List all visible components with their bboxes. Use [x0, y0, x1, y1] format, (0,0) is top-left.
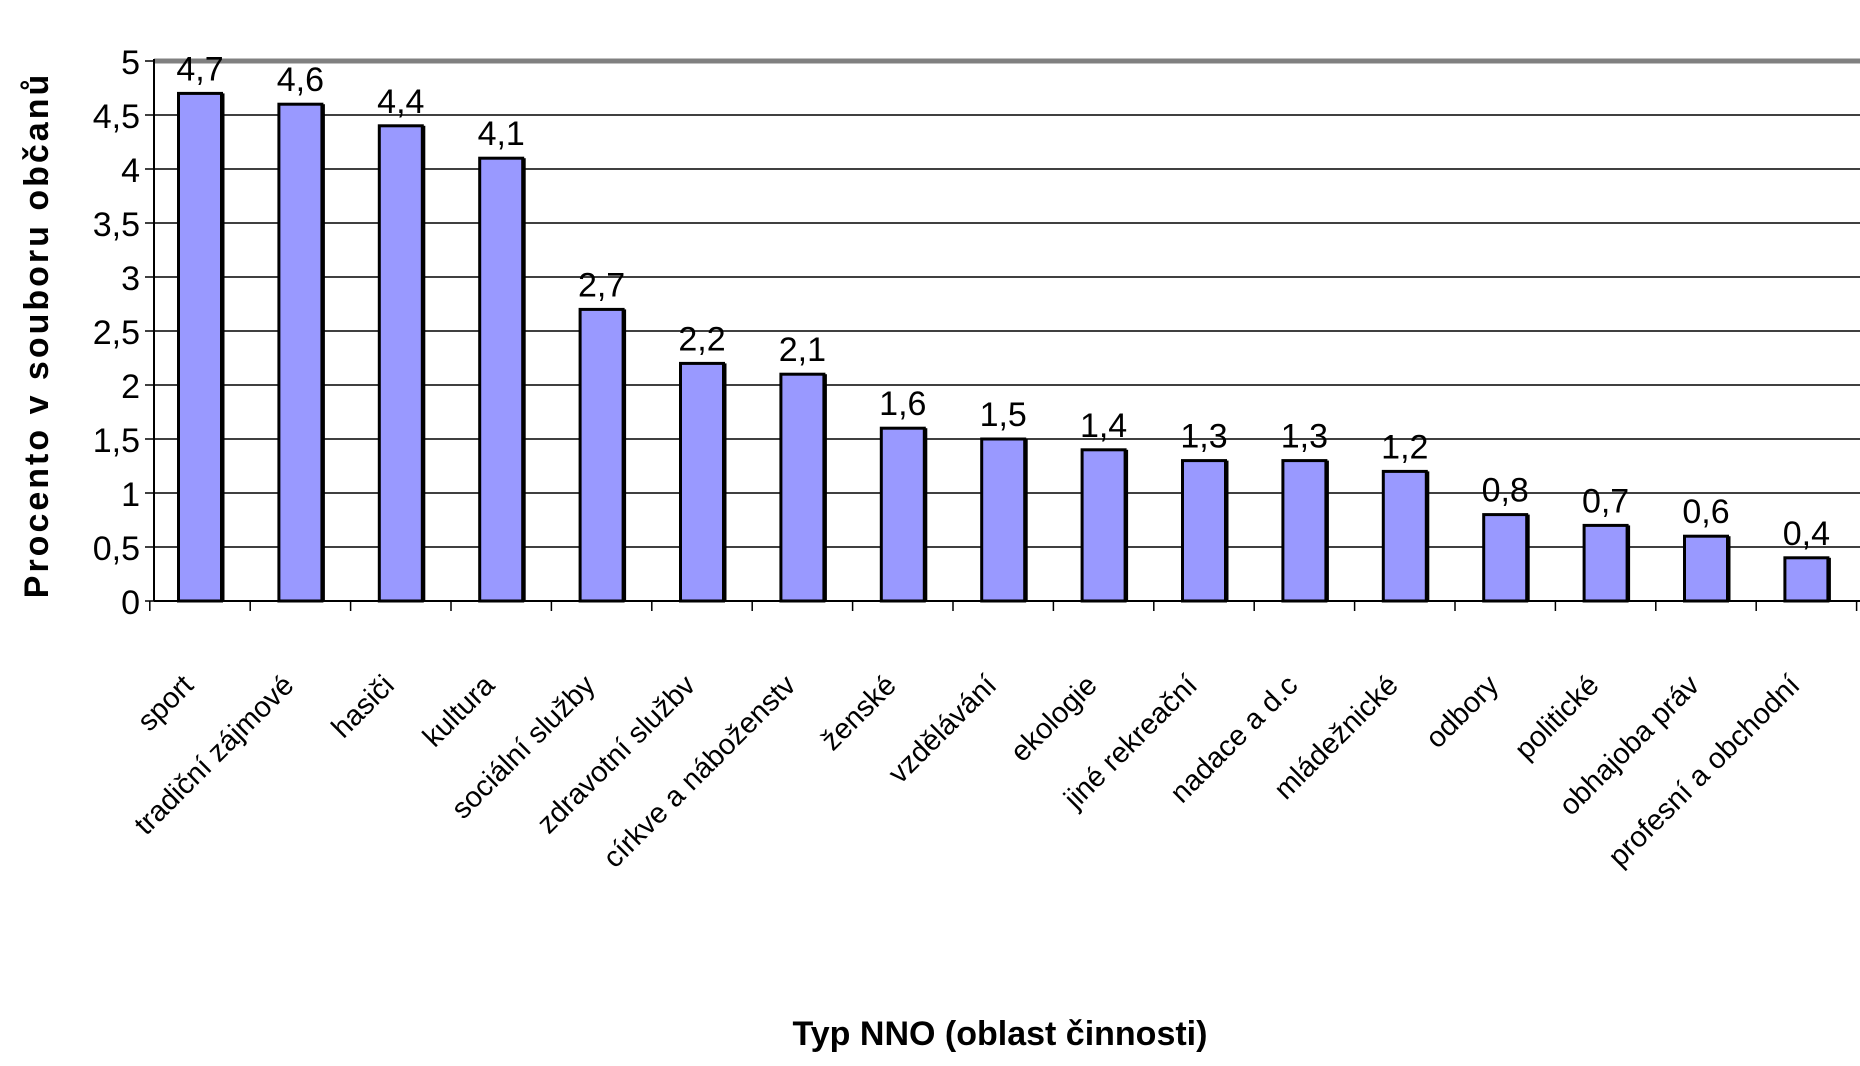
- bar: [1181, 459, 1227, 603]
- y-tick-label: 0: [121, 584, 140, 622]
- bars: [177, 91, 1831, 603]
- data-label: 2,7: [578, 266, 625, 304]
- bar: [177, 91, 223, 603]
- data-label: 1,3: [1281, 418, 1328, 456]
- y-tick-label: 3: [121, 260, 140, 298]
- bar: [1080, 448, 1127, 603]
- y-tick-label: 1: [121, 476, 140, 514]
- data-label: 2,2: [678, 320, 725, 358]
- bar: [980, 437, 1027, 603]
- y-tick-label: 5: [121, 44, 140, 82]
- y-tick-label: 2: [121, 368, 140, 406]
- data-label: 4,1: [478, 115, 525, 153]
- data-labels: 4,7 4,6 4,4 4,1 2,7 2,2 2,1 1,6 1,5 1,4 1,3 1,3 1,2 0…: [176, 50, 1830, 552]
- data-label: 1,6: [879, 385, 926, 423]
- x-tick-label: profesní a obchodní: [1602, 669, 1806, 873]
- data-label: 4,4: [377, 83, 424, 121]
- data-label: 0,4: [1783, 515, 1830, 553]
- bar: [578, 307, 625, 603]
- bar: [478, 156, 525, 603]
- bar: [879, 426, 926, 603]
- x-tick-label: ekologie: [1005, 669, 1104, 768]
- y-axis-ticks: 0 0,5 1 1,5 2 2,5 3 3,5 4 4,5 5: [93, 44, 154, 622]
- data-label: 1,2: [1381, 428, 1428, 466]
- y-tick-label: 2,5: [93, 314, 140, 352]
- y-tick-label: 1,5: [93, 422, 140, 460]
- x-tick-label: odbory: [1420, 669, 1506, 755]
- x-tick-label: sport: [132, 669, 200, 737]
- data-label: 0,7: [1582, 482, 1629, 520]
- data-label: 2,1: [779, 331, 826, 369]
- data-label: 4,7: [176, 50, 223, 88]
- data-label: 1,3: [1180, 418, 1227, 456]
- y-axis-title: Procento v souboru občanů: [18, 72, 56, 598]
- bar: [1482, 513, 1529, 603]
- x-tick-label: církve a náboženstv: [597, 669, 802, 874]
- x-tick-label: politické: [1509, 669, 1606, 766]
- bar: [1281, 459, 1328, 603]
- bar: [1582, 523, 1629, 603]
- data-label: 0,6: [1682, 493, 1729, 531]
- bar: [679, 361, 725, 603]
- bar: [377, 124, 424, 603]
- y-tick-label: 4: [121, 152, 140, 190]
- x-tick-label: ženské: [815, 669, 903, 757]
- bar: [1783, 556, 1830, 603]
- bar: [779, 372, 826, 603]
- x-tick-label: hasiči: [326, 669, 401, 744]
- gridlines: [154, 58, 1860, 548]
- y-tick-label: 0,5: [93, 530, 140, 568]
- y-tick-label: 3,5: [93, 206, 140, 244]
- bar: [1683, 534, 1729, 603]
- x-tick-label: vzdělávání: [882, 669, 1003, 790]
- bar: [277, 102, 324, 603]
- x-axis-title: Typ NNO (oblast činnosti): [793, 1015, 1208, 1053]
- x-tick-label: kultura: [417, 669, 502, 754]
- bar: [1381, 469, 1428, 603]
- data-label: 1,4: [1080, 407, 1127, 445]
- data-label: 4,6: [277, 61, 324, 99]
- y-tick-label: 4,5: [93, 98, 140, 136]
- data-label: 0,8: [1482, 472, 1529, 510]
- data-label: 1,5: [980, 396, 1027, 434]
